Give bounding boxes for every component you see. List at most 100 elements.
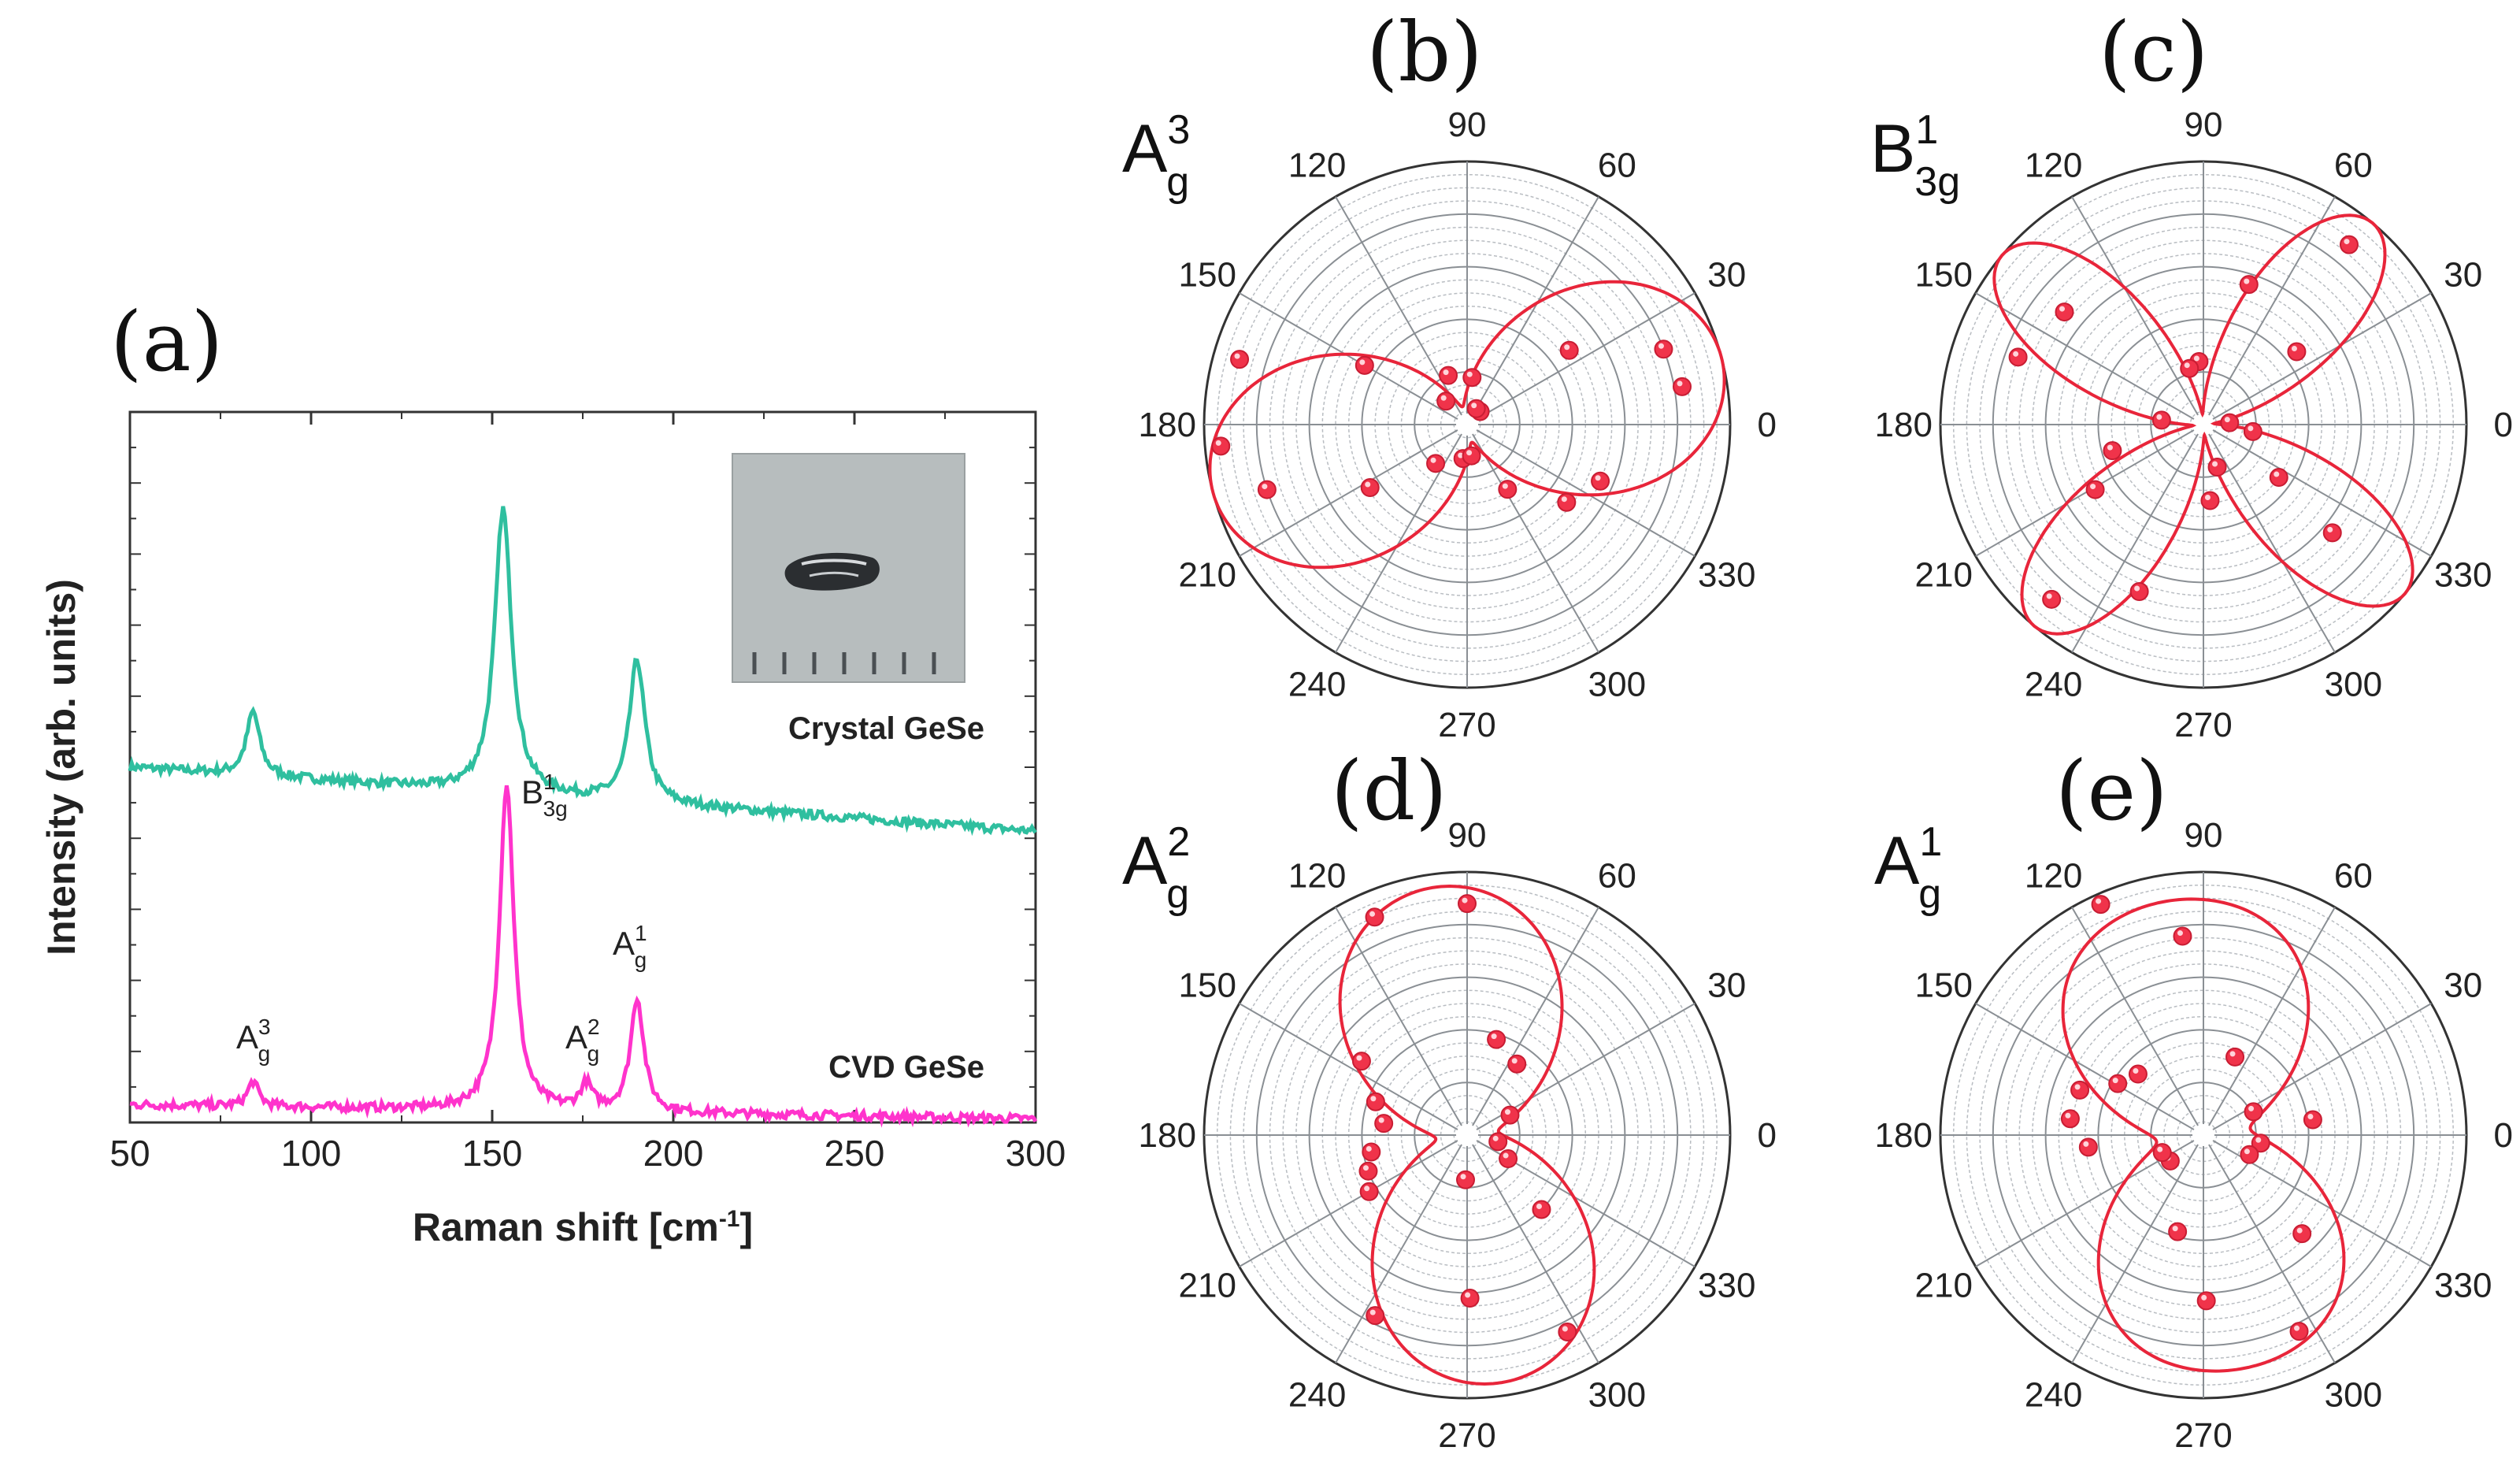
angle-label: 60 [1598, 856, 1636, 895]
data-point-highlight [1561, 496, 1567, 503]
data-point-highlight [2274, 471, 2280, 477]
data-point-highlight [1215, 440, 1221, 446]
peak-label: A1 g [613, 921, 647, 972]
data-point [2173, 926, 2192, 946]
data-point-highlight [2096, 898, 2102, 904]
data-point [1365, 907, 1384, 927]
angle-label: 60 [2334, 856, 2373, 895]
data-point-highlight [2074, 1084, 2081, 1090]
data-point [1558, 1322, 1577, 1341]
polar-spoke [1466, 196, 1599, 425]
y-axis-title: Intensity (arb. units) [39, 579, 83, 955]
data-point [2168, 1222, 2188, 1241]
data-point [1458, 894, 1477, 914]
data-point-highlight [1595, 475, 1601, 481]
polar-center-mask [2192, 1124, 2214, 1146]
angle-label: 270 [2174, 1416, 2232, 1455]
fit-curve [1208, 280, 1726, 570]
data-point [2180, 358, 2199, 378]
mode-label: A1 g [1874, 819, 1942, 917]
data-point-highlight [2083, 1141, 2089, 1147]
data-point-highlight [2065, 1112, 2071, 1119]
polar-panel-e: 0 30 60 90 120 150 180 210 240 270 300 330 (e) A1 g [1874, 743, 2513, 1455]
data-point [1439, 365, 1458, 385]
data-point [1488, 1132, 1508, 1152]
data-point-highlight [2156, 414, 2162, 420]
data-point [1426, 454, 1446, 473]
x-tick-label: 150 [462, 1133, 523, 1174]
data-point-highlight [2157, 1146, 2163, 1152]
data-point-highlight [1466, 450, 1473, 456]
data-point-highlight [1369, 911, 1376, 917]
data-point-highlight [1362, 1165, 1369, 1171]
data-point-highlight [1462, 897, 1468, 903]
data-point-highlight [1491, 1033, 1497, 1040]
panel-label: (b) [1366, 4, 1483, 100]
angle-label: 0 [2494, 406, 2513, 444]
angle-label: 210 [1915, 555, 1973, 594]
data-point-highlight [2244, 278, 2250, 284]
panel-label: (e) [2055, 743, 2168, 839]
x-tick-label: 100 [281, 1133, 342, 1174]
data-point [1654, 339, 1673, 359]
mode-label: A3 g [1122, 107, 1190, 205]
raman-spectrum-panel: (a) 50 100 150 200 250 300 Crystal GeSe CVD Ge… [39, 294, 1065, 1249]
data-point [1374, 1114, 1394, 1134]
peak-label: B1 3g [521, 770, 568, 821]
polar-spoke [1335, 424, 1468, 653]
data-point [2339, 235, 2359, 254]
data-point-highlight [2177, 930, 2183, 937]
data-point [1673, 377, 1692, 396]
data-point [2091, 895, 2110, 915]
data-point-highlight [2193, 355, 2199, 362]
polar-spoke [2203, 1003, 2432, 1136]
data-point [1557, 492, 1577, 512]
x-axis-title: Raman shift [cm-1] [413, 1205, 753, 1249]
angle-label: 30 [2444, 256, 2482, 295]
data-point [2129, 582, 2149, 602]
polar-spoke [1466, 292, 1695, 425]
angle-label: 120 [2025, 856, 2082, 895]
data-point-highlight [1502, 483, 1508, 489]
angle-label: 210 [1915, 1266, 1973, 1304]
data-point-highlight [2244, 1148, 2250, 1155]
data-point [1499, 1149, 1518, 1169]
data-point [2196, 1291, 2216, 1311]
data-point-highlight [1511, 1058, 1518, 1064]
data-point-highlight [1562, 1326, 1568, 1332]
data-point [1359, 1182, 1379, 1201]
polar-spoke [2203, 424, 2432, 557]
polar-spoke [1239, 1134, 1468, 1267]
data-point-highlight [2107, 444, 2113, 451]
angle-label: 0 [1758, 406, 1777, 444]
angle-label: 30 [1707, 967, 1746, 1005]
data-point-highlight [1262, 484, 1268, 490]
crystal-highlight [809, 571, 859, 577]
polar-center-mask [1456, 1124, 1478, 1146]
data-point [2220, 413, 2240, 432]
data-point-highlight [2248, 425, 2254, 432]
ruler-marks [752, 652, 936, 674]
data-point [2078, 1137, 2098, 1157]
data-point [1436, 391, 1456, 411]
polar-spoke [2203, 196, 2336, 425]
data-point-highlight [1677, 380, 1683, 387]
data-point-highlight [1466, 371, 1473, 377]
data-point [1354, 355, 1374, 375]
angle-label: 90 [1448, 816, 1487, 855]
data-point [1487, 1030, 1506, 1049]
angle-label: 0 [2494, 1116, 2513, 1155]
data-point-highlight [1458, 452, 1464, 458]
data-point [1498, 480, 1518, 499]
data-point [2055, 302, 2074, 322]
data-point [2085, 480, 2105, 499]
x-axis-ticks: 50 100 150 200 250 300 [109, 412, 1065, 1174]
data-point-highlight [1471, 403, 1477, 409]
polar-spoke [2203, 1134, 2336, 1364]
data-point [1366, 1092, 1385, 1111]
data-point [2108, 1074, 2128, 1093]
angle-label: 180 [1139, 406, 1196, 444]
polar-spoke [2203, 292, 2432, 425]
spectrum-series [128, 506, 1038, 1128]
angle-label: 150 [1179, 256, 1236, 295]
